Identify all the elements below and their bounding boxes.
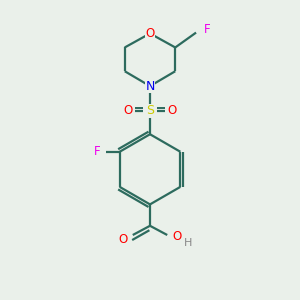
Text: H: H bbox=[184, 238, 192, 248]
Text: F: F bbox=[94, 145, 100, 158]
Text: O: O bbox=[146, 27, 154, 40]
Text: O: O bbox=[168, 104, 177, 117]
Text: O: O bbox=[172, 230, 182, 243]
Text: O: O bbox=[123, 104, 132, 117]
Text: F: F bbox=[204, 22, 211, 35]
Text: O: O bbox=[118, 233, 127, 246]
Text: S: S bbox=[146, 104, 154, 117]
Text: N: N bbox=[145, 80, 155, 93]
